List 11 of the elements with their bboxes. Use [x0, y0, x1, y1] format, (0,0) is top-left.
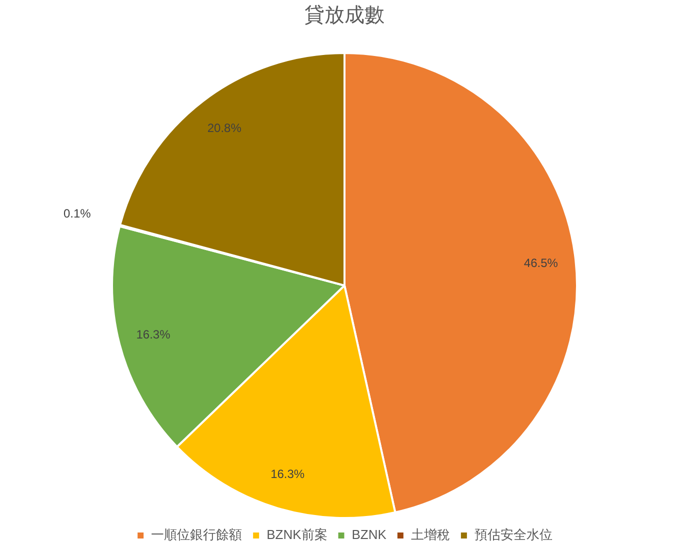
- data-label: 46.5%: [524, 256, 558, 270]
- chart-title: 貸放成數: [304, 4, 384, 27]
- legend-label: 預估安全水位: [474, 527, 552, 542]
- legend-label: BZNK前案: [266, 527, 328, 542]
- legend-label: 一順位銀行餘額: [151, 527, 242, 542]
- data-label: 16.3%: [136, 328, 171, 342]
- data-label: 0.1%: [64, 206, 92, 220]
- legend-label: BZNK: [352, 527, 387, 542]
- legend-label: 土增稅: [410, 527, 450, 542]
- data-label: 16.3%: [270, 467, 305, 482]
- data-label: 20.8%: [207, 120, 242, 135]
